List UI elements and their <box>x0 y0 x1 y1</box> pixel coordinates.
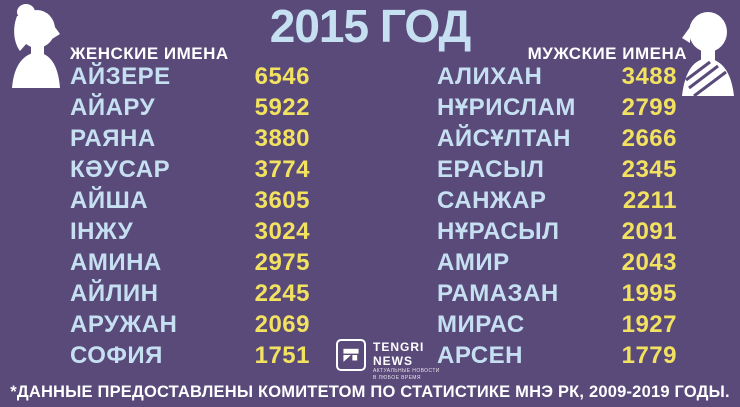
name-count: 2345 <box>621 155 677 183</box>
name-row: МИРАС 1927 <box>437 309 677 340</box>
name-label: САНЖАР <box>437 186 547 214</box>
name-label: АМИР <box>437 248 510 276</box>
name-label: АЙСҰЛТАН <box>437 124 571 152</box>
logo-slogan-line1: АКТУАЛЬНЫЕ НОВОСТИ <box>373 368 440 374</box>
logo-line2: NEWS <box>373 354 413 368</box>
name-label: ЕРАСЫЛ <box>437 155 545 183</box>
name-count: 2211 <box>622 186 677 214</box>
name-count: 2245 <box>254 279 310 307</box>
name-count: 1751 <box>254 341 310 369</box>
name-row: АЙЛИН 2245 <box>70 278 310 309</box>
name-row: АЙАРУ 5922 <box>70 92 310 123</box>
name-row: АРСЕН 1779 <box>437 340 677 371</box>
name-label: НҰРАСЫЛ <box>437 217 560 245</box>
name-row: АРУЖАН 2069 <box>70 309 310 340</box>
name-count: 3488 <box>621 62 677 90</box>
name-count: 1995 <box>621 279 677 307</box>
name-count: 2091 <box>621 217 677 245</box>
name-label: ІНЖУ <box>70 217 134 245</box>
female-column-header: ЖЕНСКИЕ ИМЕНА <box>70 44 229 63</box>
name-count: 3024 <box>254 217 310 245</box>
name-label: СОФИЯ <box>70 341 163 369</box>
tengrinews-logo-icon <box>336 339 366 371</box>
male-column-header: МУЖСКИЕ ИМЕНА <box>527 44 687 63</box>
name-count: 2043 <box>621 248 677 276</box>
name-label: АМИНА <box>70 248 162 276</box>
name-row: АМИНА 2975 <box>70 247 310 278</box>
name-row: РАЯНА 3880 <box>70 123 310 154</box>
female-names-list: АЙЗЕРЕ 6546 АЙАРУ 5922 РАЯНА 3880 КӘУСАР… <box>70 61 310 371</box>
name-count: 3774 <box>254 155 310 183</box>
name-count: 3605 <box>254 186 310 214</box>
name-label: АЙЗЕРЕ <box>70 62 171 90</box>
name-count: 3880 <box>254 124 310 152</box>
name-count: 5922 <box>254 93 310 121</box>
name-count: 6546 <box>254 62 310 90</box>
logo-slogan-line2: В ЛЮБОЕ ВРЕМЯ <box>373 375 421 381</box>
logo-line1: TENGRI <box>373 340 425 354</box>
name-count: 1927 <box>621 310 677 338</box>
name-row: РАМАЗАН 1995 <box>437 278 677 309</box>
name-label: РАЯНА <box>70 124 156 152</box>
name-row: НҰРАСЫЛ 2091 <box>437 216 677 247</box>
name-count: 2069 <box>254 310 310 338</box>
tengrinews-logo-text: TENGRI NEWS АКТУАЛЬНЫЕ НОВОСТИ В ЛЮБОЕ В… <box>373 339 440 381</box>
name-label: РАМАЗАН <box>437 279 559 307</box>
name-row: НҰРИСЛАМ 2799 <box>437 92 677 123</box>
name-count: 2799 <box>621 93 677 121</box>
name-label: АЙАРУ <box>70 93 156 121</box>
name-count: 2666 <box>621 124 677 152</box>
male-names-list: АЛИХАН 3488 НҰРИСЛАМ 2799 АЙСҰЛТАН 2666 … <box>437 61 677 371</box>
name-row: САНЖАР 2211 <box>437 185 677 216</box>
name-label: АРУЖАН <box>70 310 178 338</box>
page-title: 2015 ГОД <box>269 0 472 52</box>
name-row: АЙСҰЛТАН 2666 <box>437 123 677 154</box>
name-label: АЙЛИН <box>70 279 159 307</box>
data-source-footnote: *ДАННЫЕ ПРЕДОСТАВЛЕНЫ КОМИТЕТОМ ПО СТАТИ… <box>10 383 730 401</box>
name-label: АЙША <box>70 186 149 214</box>
name-label: АРСЕН <box>437 341 523 369</box>
name-row: АМИР 2043 <box>437 247 677 278</box>
name-row: ІНЖУ 3024 <box>70 216 310 247</box>
name-row: КӘУСАР 3774 <box>70 154 310 185</box>
name-label: КӘУСАР <box>70 155 171 183</box>
name-label: АЛИХАН <box>437 62 543 90</box>
name-row: ЕРАСЫЛ 2345 <box>437 154 677 185</box>
boy-silhouette-icon <box>676 6 738 101</box>
tengrinews-logo: TENGRI NEWS АКТУАЛЬНЫЕ НОВОСТИ В ЛЮБОЕ В… <box>336 339 440 381</box>
name-count: 2975 <box>254 248 310 276</box>
name-count: 1779 <box>621 341 677 369</box>
name-label: МИРАС <box>437 310 525 338</box>
name-row: СОФИЯ 1751 <box>70 340 310 371</box>
girl-silhouette-icon <box>6 2 64 93</box>
name-label: НҰРИСЛАМ <box>437 93 576 121</box>
name-row: АЛИХАН 3488 <box>437 61 677 92</box>
name-row: АЙША 3605 <box>70 185 310 216</box>
name-row: АЙЗЕРЕ 6546 <box>70 61 310 92</box>
